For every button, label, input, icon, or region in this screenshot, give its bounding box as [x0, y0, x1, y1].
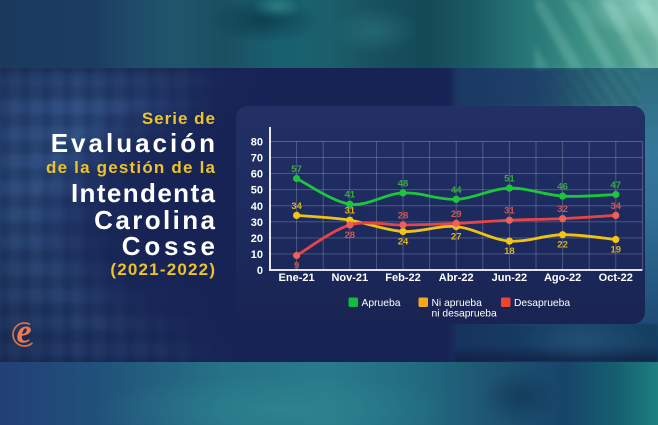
svg-text:Oct-22: Oct-22 — [599, 272, 633, 284]
svg-text:48: 48 — [398, 178, 409, 189]
svg-text:19: 19 — [611, 245, 622, 256]
svg-text:Jun-22: Jun-22 — [492, 272, 527, 284]
svg-text:Ene-21: Ene-21 — [279, 272, 315, 284]
svg-text:29: 29 — [451, 209, 462, 220]
svg-text:Ago-22: Ago-22 — [544, 272, 581, 284]
svg-text:34: 34 — [291, 201, 302, 212]
svg-text:46: 46 — [557, 182, 568, 193]
svg-text:47: 47 — [611, 180, 622, 191]
svg-text:31: 31 — [504, 206, 515, 217]
svg-text:Feb-22: Feb-22 — [385, 272, 420, 284]
svg-text:24: 24 — [398, 237, 409, 248]
svg-text:50: 50 — [251, 185, 263, 197]
svg-text:31: 31 — [345, 206, 356, 217]
svg-text:Abr-22: Abr-22 — [439, 272, 474, 284]
svg-text:34: 34 — [611, 201, 622, 212]
svg-text:Nov-21: Nov-21 — [331, 272, 368, 284]
svg-text:32: 32 — [557, 204, 568, 215]
svg-text:57: 57 — [291, 164, 302, 175]
svg-text:80: 80 — [251, 137, 263, 149]
svg-text:20: 20 — [251, 233, 263, 245]
svg-text:9: 9 — [294, 261, 299, 272]
svg-text:0: 0 — [257, 265, 263, 277]
svg-text:22: 22 — [557, 240, 568, 251]
svg-text:40: 40 — [251, 201, 263, 213]
svg-text:70: 70 — [251, 153, 263, 165]
svg-text:28: 28 — [345, 230, 356, 241]
svg-text:60: 60 — [251, 169, 263, 181]
svg-text:51: 51 — [504, 174, 515, 185]
svg-text:28: 28 — [398, 211, 409, 222]
svg-text:Aprueba: Aprueba — [362, 298, 401, 309]
svg-text:10: 10 — [251, 249, 263, 261]
svg-text:18: 18 — [504, 246, 515, 257]
svg-text:ni desaprueba: ni desaprueba — [432, 309, 498, 320]
svg-text:41: 41 — [345, 190, 356, 201]
svg-text:27: 27 — [451, 232, 462, 243]
svg-text:30: 30 — [251, 217, 263, 229]
svg-text:44: 44 — [451, 185, 462, 196]
svg-text:e: e — [17, 314, 32, 351]
svg-text:Desaprueba: Desaprueba — [514, 298, 570, 309]
svg-text:Ni aprueba: Ni aprueba — [432, 298, 483, 309]
